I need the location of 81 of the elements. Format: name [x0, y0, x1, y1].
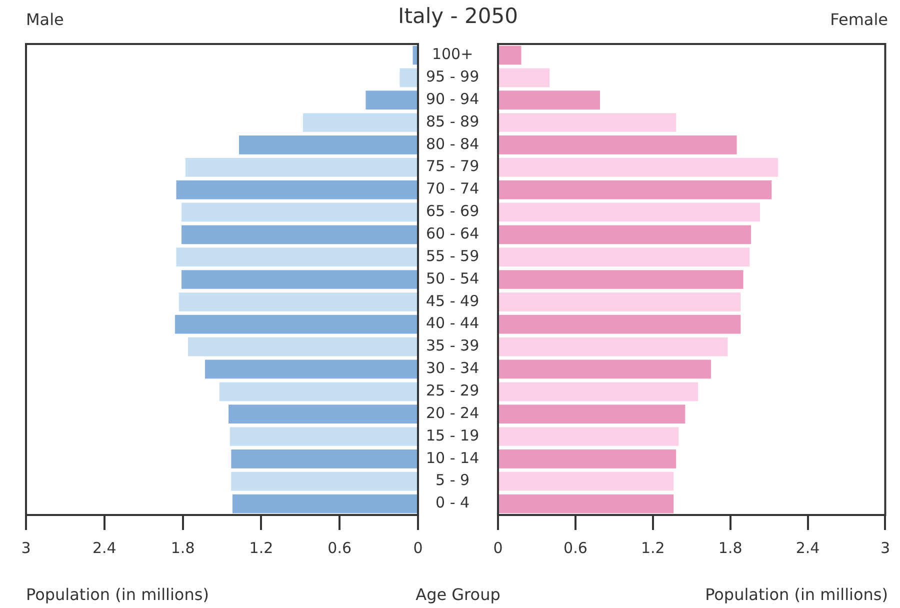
bar	[499, 136, 737, 154]
bar	[499, 360, 711, 379]
bar	[499, 46, 522, 65]
bar	[499, 472, 674, 491]
bar	[366, 90, 417, 110]
bar	[499, 113, 676, 132]
bar	[499, 337, 728, 356]
bar	[238, 136, 417, 154]
bar	[499, 427, 679, 446]
y-tick-label: 15 - 19	[426, 426, 480, 444]
bar	[230, 427, 417, 446]
bar	[176, 180, 417, 200]
x-tick-label: 0	[493, 538, 503, 557]
bar	[499, 382, 698, 402]
y-axis-title: Age Group	[416, 585, 500, 604]
x-tick-label: 0.6	[328, 538, 352, 557]
bar	[499, 494, 674, 514]
y-tick-label: 90 - 94	[426, 90, 480, 108]
x-tick-label: 0	[413, 538, 423, 557]
x-tick-label: 2.4	[796, 538, 820, 557]
x-tick-label: 1.2	[640, 538, 665, 557]
y-tick-label: 20 - 24	[426, 404, 480, 422]
bar	[499, 180, 772, 200]
bar	[499, 270, 744, 289]
bar	[499, 292, 741, 312]
x-axis-title: Population (in millions)	[705, 585, 888, 604]
bar	[181, 225, 417, 244]
bar	[232, 494, 417, 514]
x-tick-label: 1.8	[170, 538, 195, 557]
bar	[499, 450, 676, 468]
bar	[400, 68, 417, 88]
x-tick-label: 3	[21, 538, 31, 557]
bar	[303, 113, 417, 132]
y-tick-label: 85 - 89	[426, 112, 480, 130]
bar	[499, 68, 550, 88]
bar	[181, 202, 417, 222]
bar	[205, 360, 417, 379]
bar	[176, 248, 417, 266]
y-tick-label: 55 - 59	[426, 246, 480, 265]
x-tick-label: 0.6	[564, 538, 588, 557]
bar	[231, 450, 417, 468]
bar	[174, 314, 417, 334]
y-tick-label: 30 - 34	[426, 359, 480, 378]
y-tick-label: 40 - 44	[426, 314, 480, 332]
x-axis-title: Population (in millions)	[26, 585, 209, 604]
y-tick-label: 25 - 29	[426, 382, 480, 400]
chart-title: Italy - 2050	[398, 4, 518, 28]
y-tick-label: 45 - 49	[426, 292, 480, 310]
y-tick-label: 70 - 74	[426, 180, 480, 198]
x-tick-label: 3	[880, 538, 890, 557]
bar	[499, 248, 750, 266]
x-tick-label: 2.4	[92, 538, 116, 557]
y-tick-label: 0 - 4	[436, 494, 470, 512]
y-tick-label: 75 - 79	[426, 157, 480, 176]
bar	[181, 270, 417, 289]
y-tick-label: 80 - 84	[426, 134, 480, 153]
x-tick-label: 1.2	[249, 538, 274, 557]
y-tick-label: 95 - 99	[426, 68, 480, 86]
text: Male	[26, 10, 64, 29]
y-tick-label: 5 - 9	[436, 471, 470, 490]
bar	[499, 404, 686, 424]
y-tick-label: 10 - 14	[426, 448, 480, 467]
y-tick-label: 65 - 69	[426, 202, 480, 220]
y-tick-label: 50 - 54	[426, 269, 480, 288]
y-tick-label: 100+	[432, 45, 474, 64]
bar	[499, 202, 760, 222]
bar	[188, 337, 417, 356]
bar	[499, 314, 741, 334]
bar	[231, 472, 417, 491]
text: Female	[830, 10, 888, 29]
bar	[185, 158, 417, 177]
bar	[499, 90, 600, 110]
bar	[499, 225, 751, 244]
bar	[178, 292, 417, 312]
bar	[499, 158, 778, 177]
bar	[219, 382, 417, 402]
bar	[412, 46, 417, 65]
y-tick-label: 35 - 39	[426, 336, 480, 355]
y-tick-label: 60 - 64	[426, 224, 480, 243]
bar	[228, 404, 417, 424]
x-tick-label: 1.8	[718, 538, 742, 557]
